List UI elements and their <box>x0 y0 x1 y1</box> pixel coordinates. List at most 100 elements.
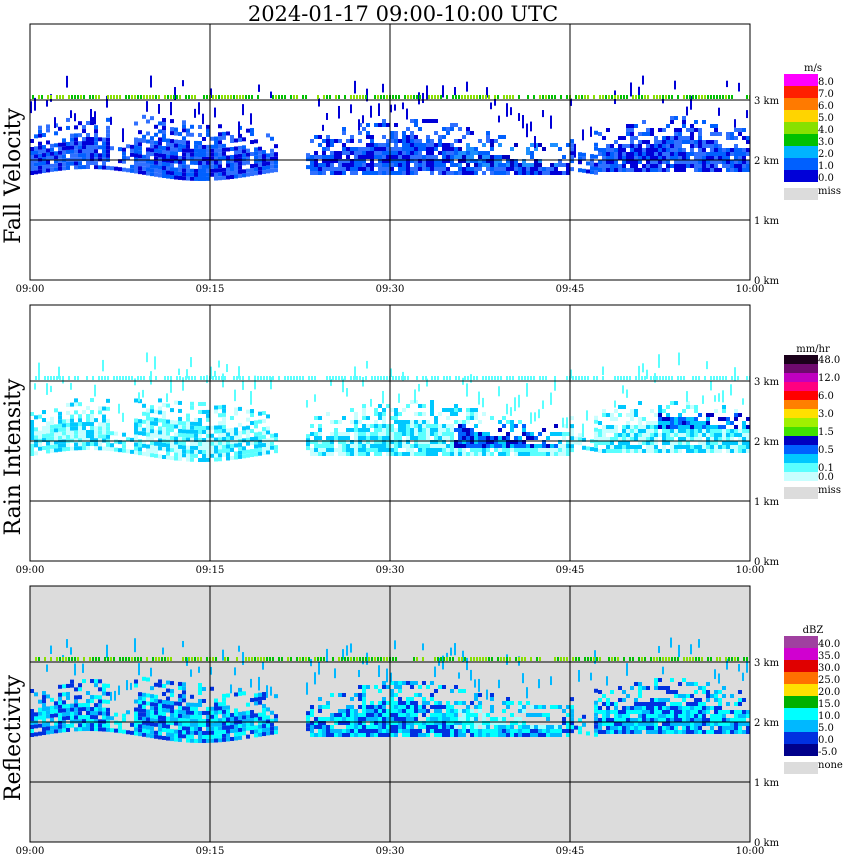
legend-swatch <box>784 708 818 720</box>
y-tick-label: 0 km <box>754 838 780 849</box>
legend-missing-label: miss <box>818 186 841 197</box>
legend-swatch <box>784 418 818 427</box>
legend-value: 6.0 <box>818 391 834 402</box>
legend-swatch <box>784 648 818 660</box>
legend-missing-label: none <box>818 760 843 771</box>
legend-swatch <box>784 427 818 436</box>
legend-value: 7.0 <box>818 89 834 100</box>
legend-swatch <box>784 98 818 110</box>
legend-swatch <box>784 391 818 400</box>
legend-value: 0.5 <box>818 445 834 456</box>
y-tick-label: 2 km <box>754 437 780 448</box>
legend-swatch <box>784 732 818 744</box>
legend-value: 15.0 <box>818 699 840 710</box>
x-tick-label: 10:00 <box>736 846 765 857</box>
legend-swatch <box>784 454 818 463</box>
legend-value: 0.0 <box>818 173 834 184</box>
panel-label-reflectivity: Reflectivity <box>1 674 26 801</box>
legend-swatch <box>784 636 818 648</box>
x-tick-label: 10:00 <box>736 565 765 576</box>
legend-value: 40.0 <box>818 639 840 650</box>
legend-value: 4.0 <box>818 125 834 136</box>
x-tick-label: 09:15 <box>196 846 225 857</box>
legend-value: 1.0 <box>818 161 834 172</box>
legend-value: 5.0 <box>818 113 834 124</box>
y-tick-label: 1 km <box>754 216 780 227</box>
legend-value: 3.0 <box>818 137 834 148</box>
legend-value: 30.0 <box>818 663 840 674</box>
legend-value: 48.0 <box>818 355 840 366</box>
legend-swatch <box>784 463 818 472</box>
panel-rain-intensity: 09:00 09:15 09:30 09:45 10:000 km 1 km 2 km 3 k… <box>1 304 841 576</box>
legend-swatch <box>784 400 818 409</box>
legend-swatch <box>784 86 818 98</box>
data-field <box>30 352 750 462</box>
legend-swatch <box>784 382 818 391</box>
x-tick-label: 09:45 <box>556 565 585 576</box>
legend-reflectivity: dBZ 40.035.030.025.020.015.010.05.00.0-5.… <box>784 625 843 774</box>
legend-swatch <box>784 660 818 672</box>
legend-swatch <box>784 373 818 382</box>
x-tick-label: 09:15 <box>196 565 225 576</box>
x-tick-label: 09:30 <box>376 846 405 857</box>
data-field <box>30 75 750 181</box>
data-field <box>30 637 750 743</box>
legend-fall-velocity: m/s 8.07.06.05.04.03.02.01.00.0 miss <box>784 63 841 200</box>
x-tick-label: 09:15 <box>196 284 225 295</box>
x-tick-label: 09:00 <box>16 565 45 576</box>
legend-swatch <box>784 170 818 182</box>
legend-value: 5.0 <box>818 723 834 734</box>
y-tick-label: 0 km <box>754 557 780 568</box>
legend-missing-swatch <box>784 188 818 200</box>
figure-title: 2024-01-17 09:00-10:00 UTC <box>248 2 558 26</box>
legend-swatch <box>784 445 818 454</box>
legend-value: 25.0 <box>818 675 840 686</box>
legend-swatch <box>784 696 818 708</box>
legend-swatch <box>784 472 818 481</box>
legend-unit: dBZ <box>803 625 824 636</box>
y-tick-label: 3 km <box>754 658 780 669</box>
legend-swatch <box>784 436 818 445</box>
legend-swatch <box>784 134 818 146</box>
legend-value: 2.0 <box>818 149 834 160</box>
panel-label-rain-intensity: Rain Intensity <box>1 378 26 535</box>
legend-value: 0.0 <box>818 472 834 483</box>
legend-value: 3.0 <box>818 409 834 420</box>
legend-value: 6.0 <box>818 101 834 112</box>
y-tick-label: 2 km <box>754 156 780 167</box>
legend-value: 35.0 <box>818 651 840 662</box>
legend-unit: mm/hr <box>796 344 830 355</box>
legend-value: 12.0 <box>818 373 840 384</box>
legend-swatch <box>784 409 818 418</box>
x-tick-label: 09:45 <box>556 846 585 857</box>
legend-value: 10.0 <box>818 711 840 722</box>
panel-frame <box>29 304 751 562</box>
legend-swatch <box>784 744 818 756</box>
y-tick-label: 1 km <box>754 778 780 789</box>
legend-swatch <box>784 146 818 158</box>
legend-value: -5.0 <box>818 747 837 758</box>
panel-label-fall-velocity: Fall Velocity <box>1 108 26 244</box>
panel-fall-velocity: 09:00 09:15 09:30 09:45 10:000 km 1 km 2 km 3 k… <box>1 23 841 295</box>
legend-value: 0.0 <box>818 735 834 746</box>
panel-frame <box>29 23 751 281</box>
x-tick-label: 09:00 <box>16 284 45 295</box>
x-tick-label: 09:45 <box>556 284 585 295</box>
panel-frame <box>29 585 751 843</box>
legend-missing-swatch <box>784 487 818 499</box>
legend-swatch <box>784 720 818 732</box>
y-tick-label: 1 km <box>754 497 780 508</box>
legend-swatch <box>784 672 818 684</box>
y-tick-label: 3 km <box>754 96 780 107</box>
legend-swatch <box>784 364 818 373</box>
x-tick-label: 09:30 <box>376 565 405 576</box>
legend-value: 20.0 <box>818 687 840 698</box>
panel-reflectivity: 09:00 09:15 09:30 09:45 10:000 km 1 km 2 km 3 k… <box>1 585 843 857</box>
legend-missing-swatch <box>784 762 818 774</box>
x-tick-label: 09:30 <box>376 284 405 295</box>
y-tick-label: 3 km <box>754 377 780 388</box>
legend-value: 0.1 <box>818 463 834 474</box>
legend-swatch <box>784 158 818 170</box>
